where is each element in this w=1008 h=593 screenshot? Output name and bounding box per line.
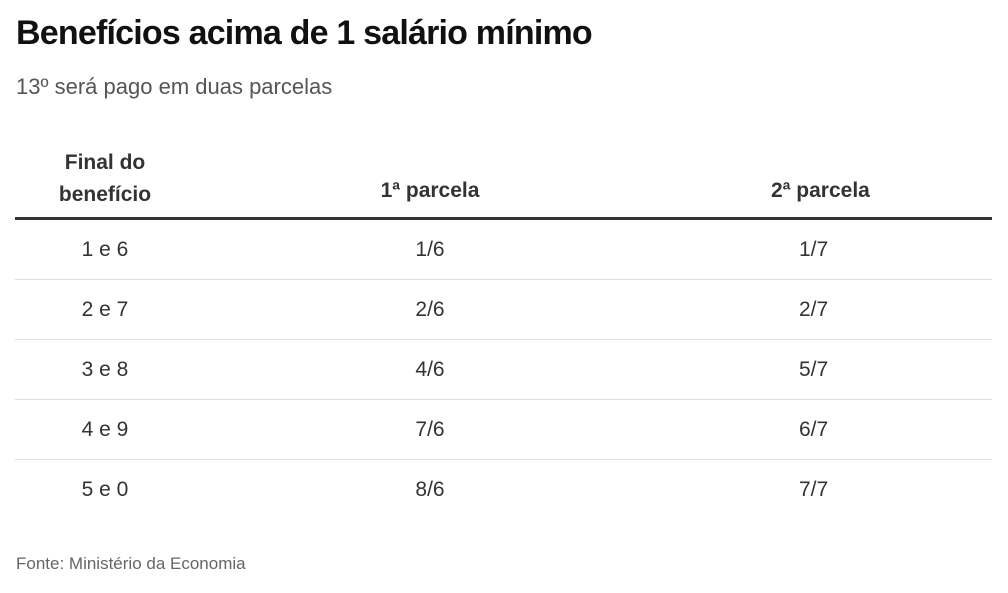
cell-first-installment: 7/6: [415, 417, 445, 441]
cell-second-installment: 5/7: [799, 357, 829, 381]
page-title: Benefícios acima de 1 salário mínimo: [16, 14, 593, 52]
table-row: 4 e 9 7/6 6/7: [15, 400, 992, 460]
cell-final: 2 e 7: [81, 297, 129, 321]
cell-second-installment: 2/7: [799, 297, 829, 321]
cell-first-installment: 2/6: [415, 297, 445, 321]
cell-second-installment: 7/7: [799, 478, 829, 501]
column-header-second-installment: 2ª parcela: [771, 178, 870, 202]
cell-final: 1 e 6: [81, 237, 129, 261]
table-row: 1 e 6 1/6 1/7: [15, 220, 992, 280]
table-row: 2 e 7 2/6 2/7: [15, 280, 992, 340]
cell-final: 3 e 8: [81, 357, 129, 381]
schedule-table: Final do benefício 1ª parcela 2ª parcela…: [15, 140, 992, 520]
column-header-final: Final do benefício: [58, 150, 152, 206]
table-row: 3 e 8 4/6 5/7: [15, 340, 992, 400]
cell-second-installment: 1/7: [799, 237, 829, 261]
cell-final: 5 e 0: [81, 478, 129, 501]
cell-first-installment: 8/6: [415, 478, 445, 501]
cell-first-installment: 4/6: [415, 357, 445, 381]
cell-final: 4 e 9: [81, 417, 129, 441]
column-header-first-installment: 1ª parcela: [380, 178, 480, 202]
table-header: Final do benefício 1ª parcela 2ª parcela: [15, 140, 992, 220]
page-subtitle: 13º será pago em duas parcelas: [16, 74, 333, 99]
cell-second-installment: 6/7: [799, 417, 829, 441]
source-note: Fonte: Ministério da Economia: [16, 554, 246, 573]
cell-first-installment: 1/6: [415, 237, 445, 261]
table-row: 5 e 0 8/6 7/7: [15, 460, 992, 520]
